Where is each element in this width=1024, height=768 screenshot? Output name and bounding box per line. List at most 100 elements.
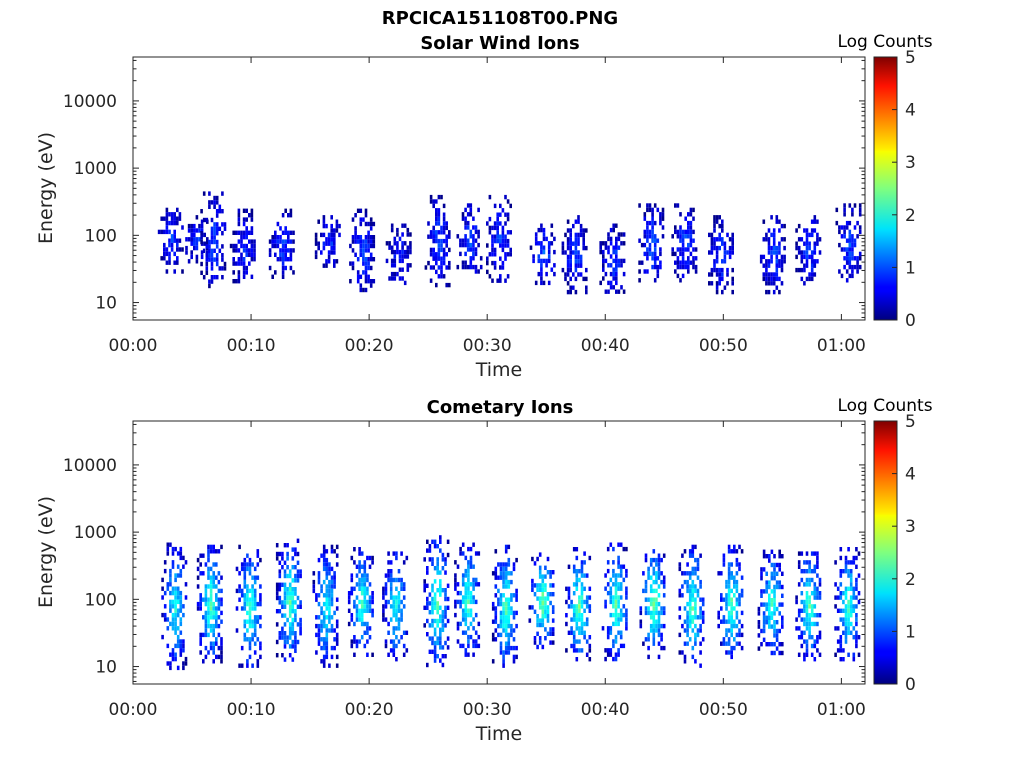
heatmap-cell: [284, 243, 287, 249]
heatmap-cell: [179, 590, 183, 596]
heatmap-cell: [773, 571, 776, 576]
y-tick-label: 1000: [74, 523, 117, 543]
heatmap-cell: [642, 571, 645, 576]
heatmap-cell: [615, 241, 618, 246]
heatmap-cell: [199, 562, 202, 567]
heatmap-cell: [437, 230, 441, 235]
heatmap-cell: [810, 232, 814, 238]
heatmap-cell: [251, 663, 254, 668]
heatmap-cell: [335, 562, 339, 567]
heatmap-cell: [279, 235, 282, 240]
heatmap-cell: [849, 573, 853, 578]
heatmap-cell: [259, 641, 262, 646]
heatmap-cell: [778, 228, 781, 233]
heatmap-cell: [398, 249, 402, 255]
heatmap-cell: [242, 243, 246, 249]
heatmap-cell: [486, 256, 489, 261]
heatmap-cell: [773, 620, 776, 625]
heatmap-cell: [325, 606, 329, 611]
heatmap-cell: [469, 582, 473, 587]
heatmap-cell: [606, 582, 610, 587]
heatmap-cell: [619, 630, 623, 635]
heatmap-cell: [218, 248, 222, 253]
heatmap-cell: [385, 241, 389, 246]
heatmap-cell: [283, 635, 287, 640]
heatmap-cell: [660, 632, 663, 638]
heatmap-cell: [371, 591, 374, 596]
heatmap-cell: [810, 621, 814, 627]
heatmap-cell: [333, 575, 336, 580]
heatmap-cell: [171, 546, 175, 552]
heatmap-cell: [259, 623, 262, 629]
heatmap-cell: [689, 238, 693, 243]
heatmap-cell: [364, 261, 368, 266]
heatmap-cell: [369, 235, 373, 240]
heatmap-cell: [360, 635, 364, 640]
heatmap-cell: [499, 234, 502, 239]
heatmap-cell: [710, 241, 714, 246]
heatmap-cell: [533, 583, 537, 588]
heatmap-cell: [725, 606, 728, 611]
heatmap-cell: [810, 635, 814, 640]
heatmap-cell: [351, 265, 355, 271]
heatmap-cell: [173, 251, 176, 257]
heatmap-cell: [367, 274, 370, 279]
heatmap-cell: [393, 271, 397, 277]
heatmap-cell: [325, 588, 329, 594]
heatmap-cell: [299, 600, 302, 605]
heatmap-cell: [322, 219, 326, 224]
heatmap-cell: [395, 608, 398, 613]
heatmap-cell: [174, 604, 177, 609]
heatmap-cell: [845, 278, 849, 283]
heatmap-cell: [615, 223, 618, 228]
heatmap-cell: [251, 623, 254, 629]
heatmap-cell: [446, 636, 450, 641]
heatmap-cell: [322, 663, 326, 668]
heatmap-cell: [401, 241, 404, 246]
heatmap-cell: [660, 579, 663, 585]
heatmap-cell: [291, 587, 295, 592]
heatmap-cell: [720, 641, 723, 646]
heatmap-cell: [212, 562, 215, 567]
colorbar-gradient: [873, 420, 898, 685]
heatmap-cell: [275, 595, 279, 601]
heatmap-cell: [174, 577, 177, 583]
heatmap-cell: [251, 562, 254, 567]
heatmap-cell: [676, 260, 680, 265]
heatmap-cell: [353, 639, 356, 644]
heatmap-cell: [299, 631, 302, 636]
heatmap-cell: [275, 653, 279, 658]
heatmap-cell: [440, 265, 443, 270]
heatmap-cell: [439, 640, 442, 646]
heatmap-cell: [810, 604, 814, 609]
heatmap-cell: [580, 560, 584, 565]
heatmap-cell: [494, 610, 498, 616]
heatmap-cell: [291, 657, 295, 662]
heatmap-cell: [439, 579, 442, 584]
heatmap-cell: [772, 250, 776, 255]
heatmap-cell: [778, 250, 781, 255]
heatmap-cell: [512, 566, 516, 572]
heatmap-cell: [173, 216, 176, 221]
heatmap-cell: [294, 573, 297, 579]
heatmap-cell: [168, 229, 171, 235]
heatmap-cell: [250, 226, 254, 231]
heatmap-cell: [401, 223, 404, 228]
heatmap-cell: [762, 602, 766, 607]
heatmap-cell: [209, 641, 213, 646]
heatmap-cell: [294, 635, 297, 640]
heatmap-cell: [398, 276, 402, 281]
heatmap-cell: [660, 557, 663, 563]
heatmap-cell: [803, 582, 806, 587]
heatmap-cell: [368, 564, 372, 569]
heatmap-cell: [454, 573, 457, 578]
heatmap-cell: [256, 562, 260, 567]
heatmap-cell: [283, 582, 287, 587]
heatmap-cell: [721, 272, 724, 277]
heatmap-cell: [727, 650, 731, 655]
heatmap-cell: [502, 575, 505, 580]
heatmap-cell: [354, 235, 357, 240]
heatmap-cell: [615, 249, 618, 255]
heatmap-cell: [335, 641, 339, 646]
heatmap-cell: [540, 223, 543, 228]
